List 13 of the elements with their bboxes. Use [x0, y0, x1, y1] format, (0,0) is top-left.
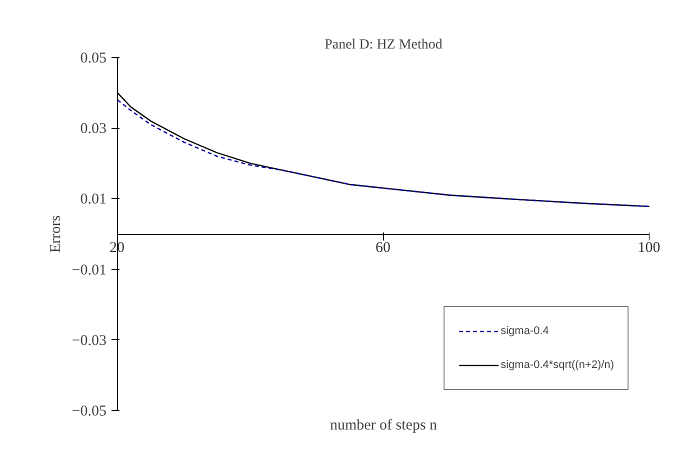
x-tick-label: 60	[374, 240, 392, 256]
x-tick-label: 100	[636, 240, 662, 256]
y-axis-title: Errors	[48, 215, 64, 253]
y-tick-label: 0.05	[80, 50, 106, 66]
x-axis-title: number of steps n	[330, 418, 438, 434]
y-tick-label: 0.03	[80, 121, 106, 138]
y-tick-label: −0.03	[72, 332, 107, 349]
y-tick-label: 0.01	[80, 192, 106, 208]
chart-title: Panel D: HZ Method	[324, 38, 442, 52]
legend-label: sigma-0.4	[500, 325, 549, 337]
y-tick-label: −0.05	[72, 404, 107, 420]
legend-label: sigma-0.4*sqrt((n+2)/n)	[500, 359, 614, 371]
y-tick-label: −0.01	[72, 262, 107, 278]
